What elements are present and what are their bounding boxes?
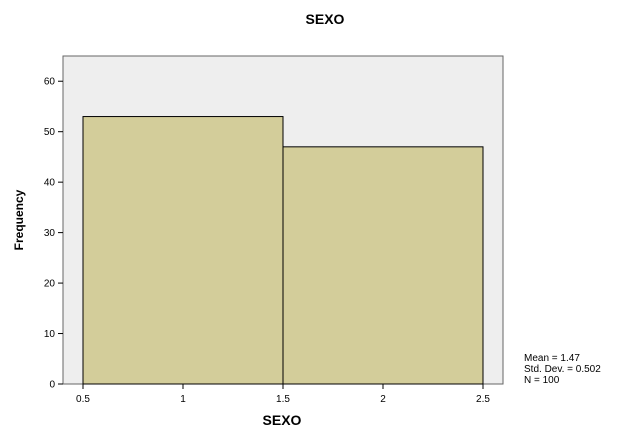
x-tick-label: 2 xyxy=(380,394,386,405)
y-tick-label: 0 xyxy=(49,380,55,391)
x-axis: 0.5 1 1.5 2 2.5 xyxy=(76,384,490,405)
y-tick-label: 50 xyxy=(44,127,56,138)
y-tick-label: 30 xyxy=(44,228,56,239)
x-tick-label: 1.5 xyxy=(276,394,290,405)
stats-std-dev: Std. Dev. = 0.502 xyxy=(524,364,601,375)
y-tick-label: 20 xyxy=(44,279,56,290)
stats-n: N = 100 xyxy=(524,375,560,386)
stats-mean: Mean = 1.47 xyxy=(524,353,580,364)
y-tick-label: 60 xyxy=(44,77,56,88)
x-axis-label: SEXO xyxy=(263,412,302,428)
chart-title: SEXO xyxy=(306,11,345,27)
y-tick-label: 40 xyxy=(44,178,56,189)
bars-layer xyxy=(82,116,484,385)
histogram-bar xyxy=(82,116,284,385)
y-axis: 0 10 20 30 40 50 60 xyxy=(44,77,63,391)
stats-legend: Mean = 1.47 Std. Dev. = 0.502 N = 100 xyxy=(524,353,601,386)
x-tick-label: 2.5 xyxy=(476,394,490,405)
x-tick-label: 1 xyxy=(180,394,186,405)
x-tick-label: 0.5 xyxy=(76,394,90,405)
y-tick-label: 10 xyxy=(44,329,56,340)
y-axis-label: Frequency xyxy=(12,189,26,250)
histogram-bar xyxy=(282,146,484,385)
